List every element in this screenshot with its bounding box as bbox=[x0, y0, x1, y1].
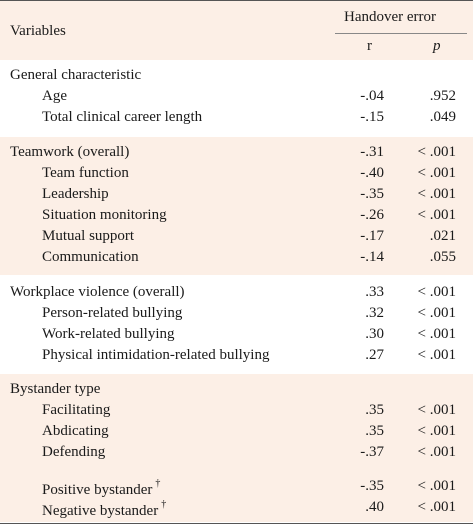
p-value: < .001 bbox=[417, 144, 456, 160]
p-value: < .001 bbox=[417, 478, 456, 494]
section-band bbox=[0, 137, 473, 275]
header-rule bbox=[335, 33, 467, 34]
row-label: Total clinical career length bbox=[42, 108, 202, 126]
bottom-rule bbox=[0, 523, 473, 524]
p-value: .952 bbox=[429, 88, 456, 104]
section-heading: Workplace violence (overall) bbox=[10, 283, 185, 301]
r-value: .27 bbox=[365, 347, 384, 363]
row-label: Work-related bullying bbox=[42, 325, 175, 343]
header-r: r bbox=[367, 38, 372, 54]
r-value: -.35 bbox=[360, 186, 384, 202]
row-label: Abdicating bbox=[42, 422, 109, 440]
r-value: -.15 bbox=[360, 109, 384, 125]
r-value: -.17 bbox=[360, 228, 384, 244]
r-value: -.37 bbox=[360, 444, 384, 460]
p-value: < .001 bbox=[417, 444, 456, 460]
r-value: .32 bbox=[365, 305, 384, 321]
p-value: .021 bbox=[429, 228, 456, 244]
row-label: Physical intimidation-related bullying bbox=[42, 346, 269, 364]
r-value: -.04 bbox=[360, 88, 384, 104]
p-value: < .001 bbox=[417, 186, 456, 202]
p-value: .055 bbox=[429, 249, 456, 265]
section-heading: Teamwork (overall) bbox=[10, 143, 129, 161]
p-value: < .001 bbox=[417, 326, 456, 342]
p-value: < .001 bbox=[417, 165, 456, 181]
r-value: .40 bbox=[365, 499, 384, 515]
header-p: p bbox=[433, 38, 441, 54]
label-text: Age bbox=[42, 88, 67, 104]
label-text: Abdicating bbox=[42, 423, 109, 439]
r-value: -.35 bbox=[360, 478, 384, 494]
r-value: .33 bbox=[365, 284, 384, 300]
p-value: < .001 bbox=[417, 305, 456, 321]
r-value: .35 bbox=[365, 423, 384, 439]
section-band bbox=[0, 374, 473, 522]
r-value: -.26 bbox=[360, 207, 384, 223]
label-text: Person-related bullying bbox=[42, 305, 183, 321]
row-label: Facilitating bbox=[42, 401, 110, 419]
r-value: .30 bbox=[365, 326, 384, 342]
header-band bbox=[0, 1, 473, 60]
row-label: Age bbox=[42, 87, 67, 105]
row-label: Communication bbox=[42, 248, 139, 266]
p-value: < .001 bbox=[417, 499, 456, 515]
p-value: < .001 bbox=[417, 284, 456, 300]
p-value: < .001 bbox=[417, 402, 456, 418]
p-value: < .001 bbox=[417, 207, 456, 223]
label-text: Positive bystander bbox=[42, 482, 153, 498]
label-text: Leadership bbox=[42, 186, 109, 202]
row-label: Negative bystander † bbox=[42, 498, 166, 520]
label-text: Communication bbox=[42, 249, 139, 265]
footnote-mark: † bbox=[161, 499, 167, 510]
label-text: General characteristic bbox=[10, 67, 142, 83]
r-value: -.14 bbox=[360, 249, 384, 265]
label-text: Situation monitoring bbox=[42, 207, 167, 223]
label-text: Workplace violence (overall) bbox=[10, 284, 185, 300]
section-heading: General characteristic bbox=[10, 66, 141, 84]
row-label: Leadership bbox=[42, 185, 109, 203]
row-label: Person-related bullying bbox=[42, 304, 182, 322]
label-text: Teamwork (overall) bbox=[10, 144, 130, 160]
footnote-mark: † bbox=[155, 478, 161, 489]
label-text: Facilitating bbox=[42, 402, 111, 418]
label-text: Mutual support bbox=[42, 228, 135, 244]
row-label: Defending bbox=[42, 443, 105, 461]
p-value: .049 bbox=[429, 109, 456, 125]
header-variables: Variables bbox=[10, 23, 66, 39]
label-text: Negative bystander bbox=[42, 503, 159, 519]
row-label: Situation monitoring bbox=[42, 206, 167, 224]
label-text: Bystander type bbox=[10, 381, 101, 397]
row-label: Positive bystander † bbox=[42, 477, 160, 499]
r-value: .35 bbox=[365, 402, 384, 418]
p-value: < .001 bbox=[417, 347, 456, 363]
r-value: -.40 bbox=[360, 165, 384, 181]
label-text: Physical intimidation-related bullying bbox=[42, 347, 270, 363]
section-heading: Bystander type bbox=[10, 380, 100, 398]
row-label: Mutual support bbox=[42, 227, 134, 245]
p-value: < .001 bbox=[417, 423, 456, 439]
header-outcome: Handover error bbox=[344, 9, 437, 25]
label-text: Defending bbox=[42, 444, 106, 460]
top-rule bbox=[0, 0, 473, 1]
label-text: Team function bbox=[42, 165, 129, 181]
row-label: Team function bbox=[42, 164, 129, 182]
r-value: -.31 bbox=[360, 144, 384, 160]
label-text: Total clinical career length bbox=[42, 109, 203, 125]
label-text: Work-related bullying bbox=[42, 326, 175, 342]
